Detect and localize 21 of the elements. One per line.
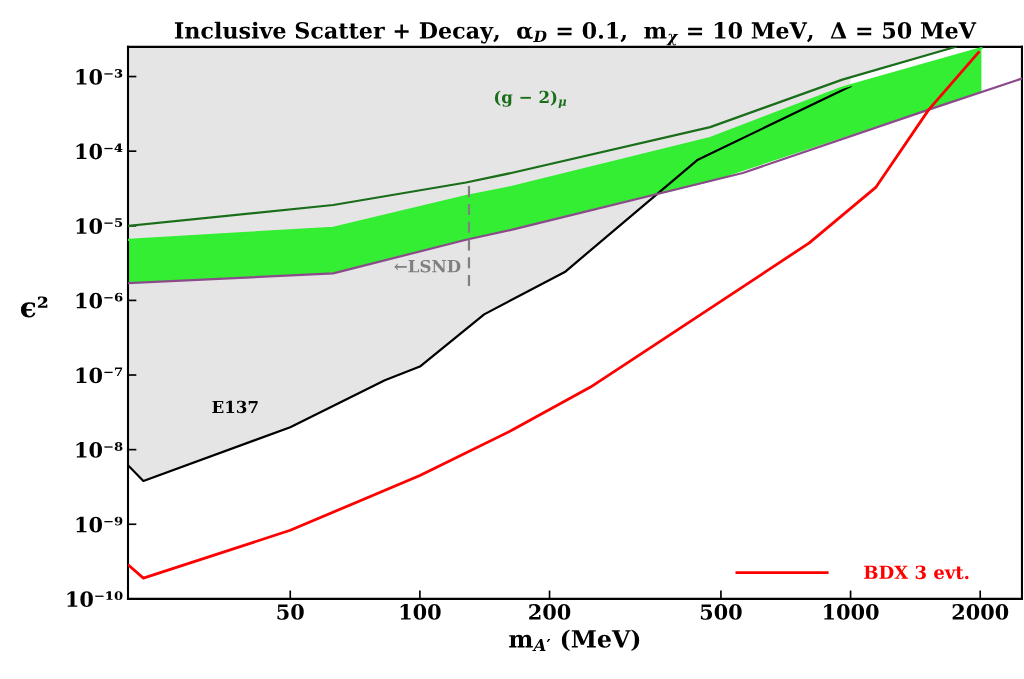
- annotation: ←LSND: [394, 259, 461, 273]
- annotation: (g − 2)$_{μ}$: [494, 90, 567, 109]
- x-tick-label: 500: [700, 604, 742, 620]
- chart-title: Inclusive Scatter + Decay, α$_{D}$ = 0.1, m$_{χ}$ = 10 MeV, Δ = 50 MeV: [174, 21, 977, 46]
- y-tick-label: 10⁻⁸: [76, 442, 123, 458]
- x-tick-label: 200: [529, 604, 571, 620]
- x-tick-label: 2000: [952, 604, 1009, 620]
- x-tick-label: 100: [400, 604, 441, 620]
- y-tick-label: 10⁻⁷: [76, 367, 123, 384]
- x-axis-title: m$_{A′}$ (MeV): [509, 629, 640, 652]
- y-tick-label: 10⁻⁹: [76, 516, 123, 533]
- x-tick-label: 50: [277, 604, 304, 620]
- x-tick-label: 1000: [824, 604, 879, 620]
- y-axis-title: ϵ²: [20, 296, 48, 318]
- legend-label: BDX 3 evt.: [864, 565, 969, 580]
- annotation: E137: [212, 400, 258, 414]
- y-tick-label: 10⁻⁶: [76, 292, 123, 309]
- y-tick-label: 10⁻¹⁰: [67, 591, 123, 608]
- y-tick-label: 10⁻⁴: [76, 143, 123, 160]
- y-tick-label: 10⁻³: [76, 69, 123, 85]
- y-tick-label: 10⁻⁵: [76, 218, 123, 234]
